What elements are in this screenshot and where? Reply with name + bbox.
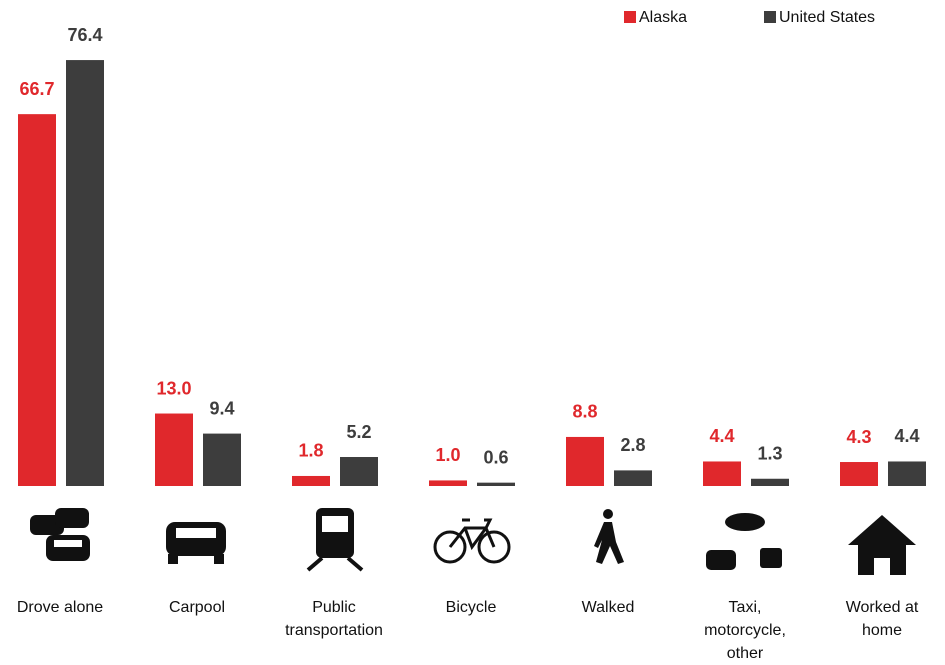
x-tick-label: Drove alone	[16, 599, 104, 616]
icon-window	[176, 528, 216, 538]
data-label: 8.8	[572, 402, 597, 422]
x-tick-label: Walked	[581, 599, 635, 616]
bar	[566, 436, 604, 486]
icon-window	[54, 540, 82, 547]
data-label: 4.3	[846, 427, 871, 447]
icon-taxi	[706, 550, 736, 570]
x-tick-label: Carpool	[168, 599, 226, 616]
icon-wheel	[433, 530, 467, 564]
bar	[66, 60, 104, 486]
bar	[477, 482, 515, 486]
x-tick-label: Public transportation	[285, 599, 383, 639]
icon-wheel	[168, 554, 178, 564]
icon-car	[46, 535, 90, 561]
data-label: 4.4	[894, 426, 919, 446]
bar	[703, 461, 741, 486]
data-label: 5.2	[346, 422, 371, 442]
bar	[429, 480, 467, 486]
icon-head	[603, 509, 613, 519]
icon-car	[166, 522, 226, 556]
bar	[840, 462, 878, 486]
x-tick-label: Taxi, motorcycle, other	[704, 599, 786, 662]
bar	[18, 114, 56, 487]
bar	[751, 478, 789, 486]
icon-rail	[346, 556, 364, 572]
icon-wheel	[477, 530, 511, 564]
icon-motorcycle	[725, 513, 765, 531]
bar	[155, 413, 193, 486]
data-label: 4.4	[709, 426, 734, 446]
icon-bus	[760, 548, 782, 568]
icon-car	[55, 508, 89, 528]
bar	[614, 470, 652, 486]
legend-swatch	[624, 11, 636, 23]
x-tick-label: Bicycle	[445, 599, 497, 616]
data-label: 1.8	[298, 441, 323, 461]
icon-window	[322, 516, 348, 532]
data-label: 9.4	[209, 398, 234, 418]
icon-rail	[306, 556, 324, 572]
bar	[340, 457, 378, 486]
data-label: 2.8	[620, 435, 645, 455]
data-label: 0.6	[483, 447, 508, 467]
icon-house	[848, 515, 916, 575]
bar	[203, 433, 241, 486]
data-label: 1.0	[435, 445, 460, 465]
icons	[30, 508, 916, 575]
data-label: 76.4	[67, 25, 102, 45]
x-tick-label: Worked at home	[845, 599, 919, 639]
data-label: 13.0	[156, 378, 191, 398]
data-label: 66.7	[19, 79, 54, 99]
legend-swatch	[764, 11, 776, 23]
legend-label: United States	[779, 9, 875, 26]
icon-wheel	[214, 554, 224, 564]
icon-train	[316, 508, 354, 558]
icon-frame	[448, 518, 496, 551]
bar	[888, 461, 926, 486]
bar	[292, 475, 330, 486]
legend-label: Alaska	[639, 9, 687, 26]
data-label: 1.3	[757, 444, 782, 464]
icon-walker	[594, 522, 624, 564]
